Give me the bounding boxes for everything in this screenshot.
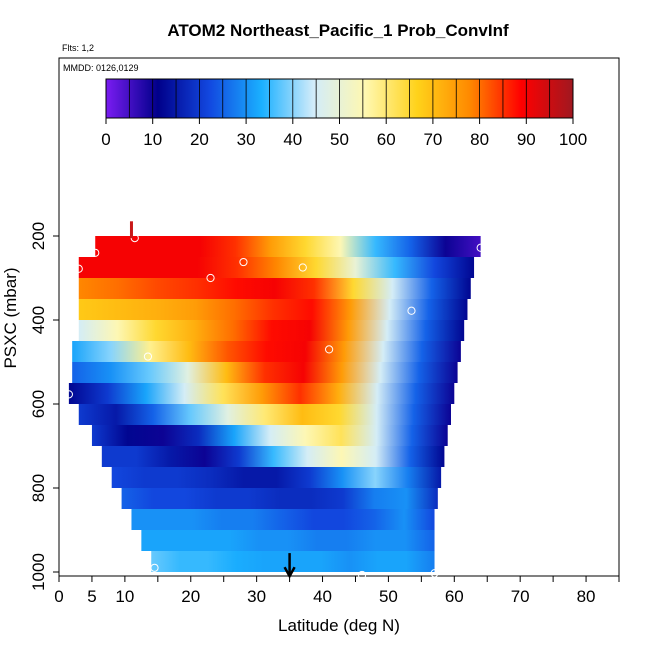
heatmap-row xyxy=(111,467,442,488)
colorbar-tick-label: 90 xyxy=(517,130,536,149)
y-tick-label: 400 xyxy=(29,306,48,334)
flights-label: Flts: 1,2 xyxy=(62,43,94,53)
sample-point xyxy=(74,264,83,273)
x-tick-label: 30 xyxy=(247,587,266,606)
y-axis-label: PSXC (mbar) xyxy=(1,267,20,368)
y-tick-label: 200 xyxy=(29,222,48,250)
x-tick-label: 20 xyxy=(181,587,200,606)
heatmap-row xyxy=(151,551,435,572)
x-tick-label: 10 xyxy=(115,587,134,606)
heatmap-row xyxy=(78,320,465,341)
x-tick-label: 5 xyxy=(87,587,96,606)
colorbar-tick-label: 20 xyxy=(190,130,209,149)
colorbar: 0 10 20 30 40 50 60 70 80 90 100 xyxy=(101,78,587,149)
x-tick-label: 80 xyxy=(577,587,596,606)
sample-point xyxy=(150,563,159,572)
y-tick-label: 600 xyxy=(29,390,48,418)
heatmap-row xyxy=(72,362,458,383)
heatmap-row xyxy=(78,404,451,425)
heatmap-row xyxy=(68,383,455,404)
plot-frame xyxy=(58,57,620,577)
x-tick-label: 50 xyxy=(379,587,398,606)
y-axis: 200 400 600 800 1000 xyxy=(29,222,59,591)
colorbar-tick-label: 100 xyxy=(559,130,587,149)
sample-point xyxy=(91,248,100,257)
mmdd-label: MMDD: 0126,0129 xyxy=(63,63,139,73)
x-tick-label: 40 xyxy=(313,587,332,606)
sample-point xyxy=(239,257,248,267)
colorbar-tick-label: 40 xyxy=(283,130,302,149)
sample-point xyxy=(407,306,416,315)
sample-point xyxy=(430,569,439,578)
sample-point xyxy=(476,243,485,252)
colorbar-tick-label: 70 xyxy=(423,130,442,149)
sample-point xyxy=(298,263,307,272)
heatmap-row xyxy=(95,236,481,257)
heatmap-row xyxy=(78,257,475,278)
x-axis-label: Latitude (deg N) xyxy=(278,616,400,635)
x-tick-label: 70 xyxy=(511,587,530,606)
heatmap-row xyxy=(131,509,435,530)
colorbar-tick-label: 60 xyxy=(377,130,396,149)
heatmap-row xyxy=(141,530,435,551)
chart-title: ATOM2 Northeast_Pacific_1 Prob_ConvInf xyxy=(167,21,509,40)
heatmap-row xyxy=(78,299,468,320)
x-tick-label: 60 xyxy=(445,587,464,606)
x-tick-label: 0 xyxy=(54,587,63,606)
y-tick-label: 1000 xyxy=(29,553,48,591)
heatmap-row xyxy=(121,488,438,509)
heatmap-row xyxy=(91,425,448,446)
sample-points xyxy=(64,234,485,580)
heatmap-row xyxy=(78,278,471,299)
colorbar-tick-label: 50 xyxy=(330,130,349,149)
colorbar-tick-label: 10 xyxy=(143,130,162,149)
colorbar-tick-label: 30 xyxy=(237,130,256,149)
x-axis: 0 5 10 20 30 40 50 60 70 80 xyxy=(54,576,620,606)
heatmap-row xyxy=(72,341,461,362)
sample-point xyxy=(325,345,334,354)
colorbar-tick-label: 0 xyxy=(101,130,110,149)
heatmap-rows xyxy=(68,236,481,572)
heatmap-row xyxy=(101,446,445,467)
sample-point xyxy=(357,570,367,580)
sample-point xyxy=(143,352,153,361)
sample-point xyxy=(206,273,215,283)
sample-point xyxy=(64,390,73,399)
y-tick-label: 800 xyxy=(29,474,48,502)
colorbar-tick-label: 80 xyxy=(470,130,489,149)
